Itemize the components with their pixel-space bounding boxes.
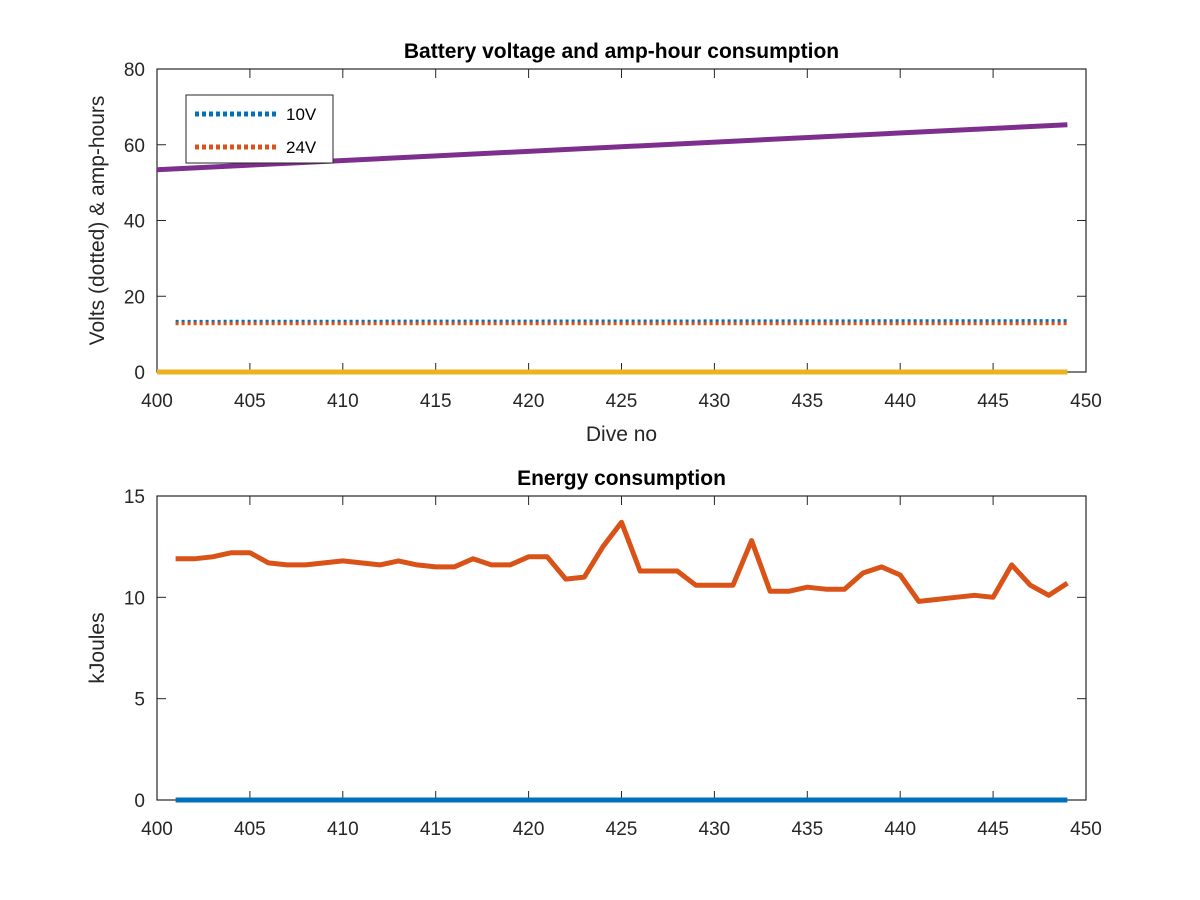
x-tick-label: 440 (884, 391, 916, 412)
y-tick-label: 80 (124, 60, 145, 81)
x-tick-label: 425 (606, 391, 638, 412)
y-tick-label: 15 (124, 487, 145, 508)
x-tick-label: 410 (327, 819, 359, 840)
x-tick-label: 415 (420, 391, 452, 412)
legend-box (185, 94, 334, 164)
x-tick-label: 410 (327, 391, 359, 412)
x-tick-label: 440 (884, 819, 916, 840)
plot-area (156, 495, 1087, 801)
x-tick-label: 450 (1070, 819, 1102, 840)
legend-label: 10V (286, 105, 317, 124)
y-tick-label: 5 (134, 690, 145, 711)
y-axis-label: kJoules (86, 612, 109, 683)
x-tick-label: 445 (977, 391, 1009, 412)
x-tick-label: 405 (234, 819, 266, 840)
y-tick-label: 60 (124, 136, 145, 157)
chart-title: Energy consumption (517, 467, 726, 490)
x-tick-label: 450 (1070, 391, 1102, 412)
y-tick-label: 20 (124, 287, 145, 308)
x-tick-label: 435 (791, 391, 823, 412)
x-tick-label: 435 (791, 819, 823, 840)
x-tick-label: 415 (420, 819, 452, 840)
x-axis-label: Dive no (586, 423, 657, 446)
y-tick-label: 10 (124, 588, 145, 609)
x-tick-label: 420 (513, 391, 545, 412)
x-tick-label: 430 (699, 391, 731, 412)
energy-consumption-chart: 400 405 410 415 420 425 430 435 440 445 450 0 5 10 15 E… (86, 467, 1102, 840)
x-tick-label: 445 (977, 819, 1009, 840)
y-tick-label: 0 (134, 363, 145, 384)
legend-label: 24V (286, 138, 317, 157)
series-line-1 (175, 519, 1069, 604)
x-tick-label: 430 (699, 819, 731, 840)
legend: 10V 24V (185, 94, 334, 164)
y-tick-label: 0 (134, 791, 145, 812)
y-tick-label: 40 (124, 212, 145, 233)
x-tick-label: 420 (513, 819, 545, 840)
chart-title: Battery voltage and amp-hour consumption (404, 40, 839, 63)
x-tick-label: 425 (606, 819, 638, 840)
voltage-amp-hour-chart: 400 405 410 415 420 425 430 435 440 445 450 0 20 40 60… (86, 40, 1102, 446)
x-tick-label: 400 (141, 391, 173, 412)
x-tick-label: 400 (141, 819, 173, 840)
y-axis-label: Volts (dotted) & amp-hours (86, 96, 109, 346)
x-tick-label: 405 (234, 391, 266, 412)
series-line-0 (175, 319, 1068, 324)
